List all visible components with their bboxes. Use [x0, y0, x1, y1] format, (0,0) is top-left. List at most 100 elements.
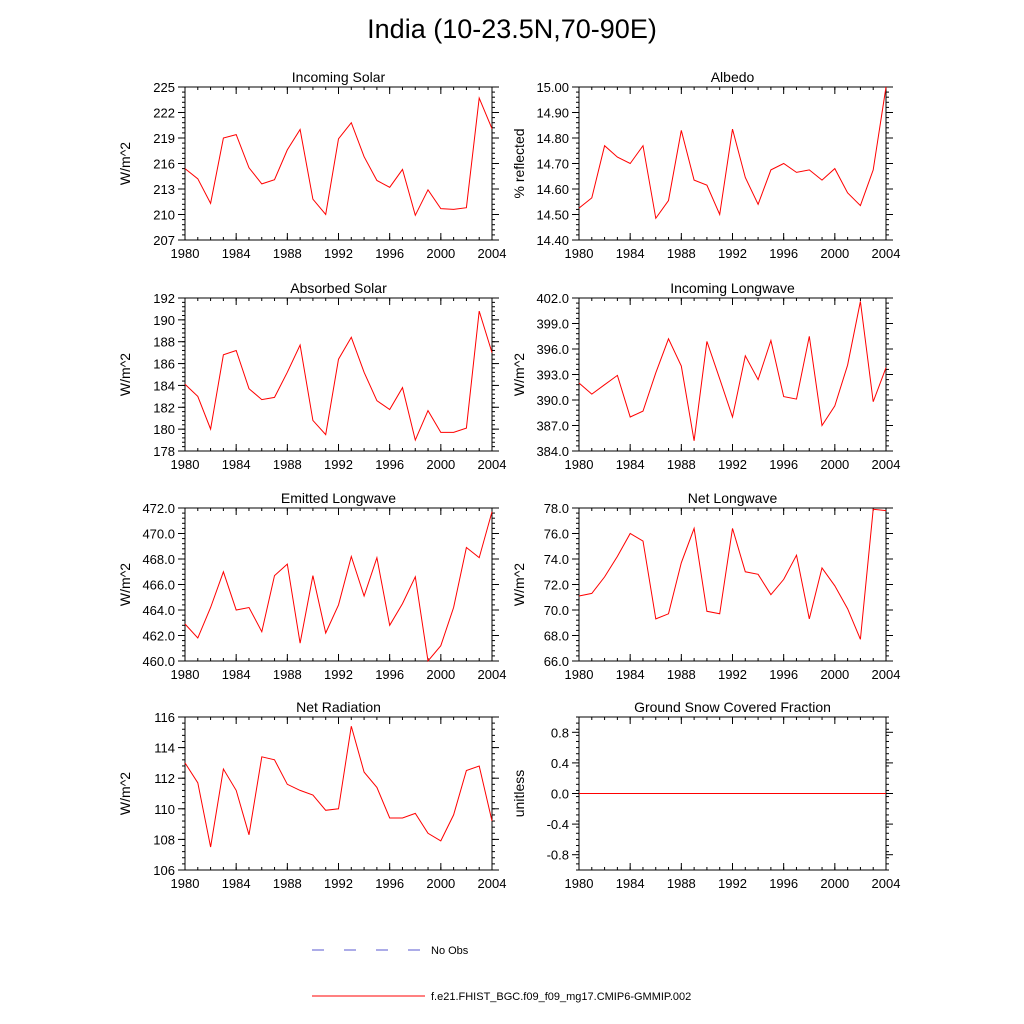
- y-tick-label: 66.0: [544, 654, 569, 669]
- panels-group: Incoming Solar W/m^2 1980 1984 1988 1992 1996 2…: [117, 69, 900, 891]
- x-tick-label: 1996: [769, 667, 798, 682]
- panel-title-incoming-solar: Incoming Solar: [292, 69, 386, 85]
- y-tick-label: 186: [153, 357, 175, 372]
- y-tick-label: 216: [153, 157, 175, 172]
- y-tick-label: 0.4: [551, 756, 569, 771]
- x-tick-label: 1996: [375, 876, 404, 891]
- plot-frame-incoming-longwave: [578, 297, 887, 452]
- y-tick-label: 178: [153, 444, 175, 459]
- y-tick-label: 72.0: [544, 578, 569, 593]
- panel-ground-snow-covered-fraction: Ground Snow Covered Fraction unitless 1980…: [511, 699, 900, 891]
- x-tick-label: 1988: [667, 246, 696, 261]
- panel-absorbed-solar: Absorbed Solar W/m^2 1980 1984 1988 1992 1996 2…: [117, 280, 506, 472]
- x-tick-label: 1980: [565, 457, 594, 472]
- y-tick-label: 68.0: [544, 629, 569, 644]
- x-tick-label: 1988: [667, 457, 696, 472]
- y-tick-label: 225: [153, 80, 175, 95]
- y-tick-label: 14.70: [536, 157, 569, 172]
- series-line-absorbed-solar: [184, 310, 493, 442]
- y-tick-label: 114: [154, 741, 175, 756]
- y-tick-label: 464.0: [142, 603, 175, 618]
- legend-label-model: f.e21.FHIST_BGC.f09_f09_mg17.CMIP6-GMMIP…: [431, 991, 691, 1003]
- panel-title-ground-snow-covered-fraction: Ground Snow Covered Fraction: [634, 699, 831, 715]
- ylabel-absorbed-solar: W/m^2: [117, 353, 133, 396]
- panel-net-longwave: Net Longwave W/m^2 1980 1984 1988 1992 1996 200…: [511, 490, 900, 682]
- x-tick-label: 1988: [273, 457, 302, 472]
- x-tick-label: 1992: [718, 457, 747, 472]
- series-line-incoming-solar: [184, 96, 493, 217]
- y-tick-label: 222: [153, 106, 175, 121]
- y-tick-label: 184: [153, 378, 175, 393]
- panel-incoming-longwave: Incoming Longwave W/m^2 1980 1984 1988 1992 19…: [511, 280, 900, 472]
- y-tick-label: 396.0: [536, 342, 569, 357]
- x-tick-label: 1992: [718, 876, 747, 891]
- y-tick-label: 470.0: [142, 527, 175, 542]
- series-line-emitted-longwave: [184, 511, 493, 663]
- x-tick-label: 1984: [222, 457, 251, 472]
- y-tick-label: 182: [153, 400, 175, 415]
- x-tick-label: 2004: [872, 876, 901, 891]
- y-tick-label: 74.0: [544, 552, 569, 567]
- x-tick-label: 1988: [273, 876, 302, 891]
- panel-albedo: Albedo % reflected 1980 1984 1988 1992 1996 200…: [511, 69, 900, 261]
- x-tick-label: 1980: [171, 876, 200, 891]
- x-tick-label: 1984: [222, 876, 251, 891]
- x-tick-label: 2000: [820, 246, 849, 261]
- plot-frame-incoming-solar: [184, 86, 493, 241]
- ylabel-ground-snow-covered-fraction: unitless: [511, 770, 527, 817]
- panel-title-net-radiation: Net Radiation: [296, 699, 381, 715]
- y-tick-label: 14.40: [536, 233, 569, 248]
- x-tick-label: 1996: [769, 876, 798, 891]
- y-tick-label: 188: [153, 335, 175, 350]
- legend: No Obs f.e21.FHIST_BGC.f09_f09_mg17.CMIP…: [312, 945, 691, 1003]
- x-tick-label: 1996: [375, 667, 404, 682]
- ylabel-net-radiation: W/m^2: [117, 772, 133, 815]
- y-tick-label: 14.90: [536, 106, 569, 121]
- y-tick-label: 466.0: [142, 578, 175, 593]
- y-tick-label: 213: [153, 182, 175, 197]
- x-tick-label: 1996: [375, 457, 404, 472]
- plot-frame-emitted-longwave: [184, 507, 493, 662]
- y-tick-label: 390.0: [536, 393, 569, 408]
- y-tick-label: 116: [154, 710, 175, 725]
- panel-title-incoming-longwave: Incoming Longwave: [670, 280, 795, 296]
- series-line-albedo: [578, 86, 887, 220]
- x-tick-label: 2000: [426, 457, 455, 472]
- y-tick-label: 387.0: [536, 419, 569, 434]
- y-tick-label: 15.00: [536, 80, 569, 95]
- x-tick-label: 2000: [820, 667, 849, 682]
- x-tick-label: 2004: [478, 876, 507, 891]
- y-tick-label: 106: [153, 863, 175, 878]
- x-tick-label: 1992: [324, 246, 353, 261]
- ylabel-incoming-solar: W/m^2: [117, 142, 133, 185]
- series-line-incoming-longwave: [578, 301, 887, 441]
- y-tick-label: 78.0: [544, 501, 569, 516]
- legend-label-no-obs: No Obs: [431, 945, 469, 957]
- x-tick-label: 1988: [667, 667, 696, 682]
- figure-title: India (10-23.5N,70-90E): [367, 14, 657, 44]
- plot-frame-net-radiation: [184, 716, 493, 871]
- x-tick-label: 1984: [222, 246, 251, 261]
- x-tick-label: 1984: [616, 457, 645, 472]
- y-tick-label: 472.0: [142, 501, 175, 516]
- x-tick-label: 2004: [872, 667, 901, 682]
- y-tick-label: 110: [154, 802, 175, 817]
- y-tick-label: -0.8: [547, 848, 569, 863]
- y-tick-label: 108: [153, 832, 175, 847]
- y-tick-label: 399.0: [536, 317, 569, 332]
- y-tick-label: 14.50: [536, 208, 569, 223]
- panel-emitted-longwave: Emitted Longwave W/m^2 1980 1984 1988 1992 199…: [117, 490, 506, 682]
- x-tick-label: 1996: [769, 457, 798, 472]
- y-tick-label: 192: [153, 291, 175, 306]
- ylabel-albedo: % reflected: [511, 128, 527, 198]
- x-tick-label: 1984: [616, 667, 645, 682]
- y-tick-label: 460.0: [142, 654, 175, 669]
- panel-title-net-longwave: Net Longwave: [688, 490, 778, 506]
- y-tick-label: 207: [153, 233, 175, 248]
- x-tick-label: 1988: [667, 876, 696, 891]
- panel-incoming-solar: Incoming Solar W/m^2 1980 1984 1988 1992 1996 2…: [117, 69, 506, 261]
- x-tick-label: 1984: [616, 246, 645, 261]
- x-tick-label: 1984: [616, 876, 645, 891]
- panel-title-absorbed-solar: Absorbed Solar: [290, 280, 387, 296]
